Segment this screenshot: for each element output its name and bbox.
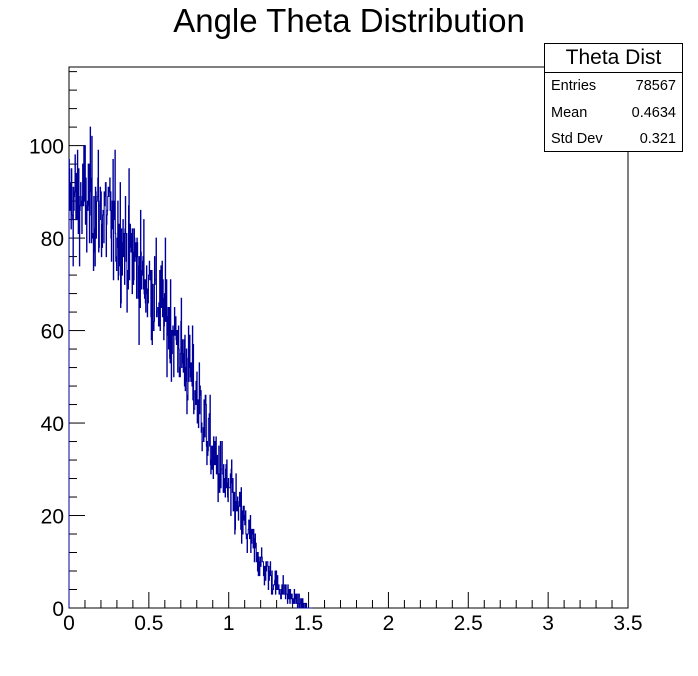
stats-value: 0.321	[639, 131, 676, 147]
stats-title: Theta Dist	[545, 44, 682, 73]
x-tick-label: 2.5	[454, 612, 483, 635]
x-tick-label: 0	[63, 612, 75, 635]
stats-value: 78567	[635, 78, 676, 94]
stats-row-mean: Mean 0.4634	[545, 100, 682, 127]
y-tick-label: 20	[41, 506, 64, 529]
y-tick-label: 80	[41, 228, 64, 251]
x-tick-label: 0.5	[134, 612, 163, 635]
y-tick-label: 100	[29, 136, 64, 159]
chart-title: Angle Theta Distribution	[173, 2, 525, 39]
x-tick-label: 3.5	[613, 612, 642, 635]
histogram-series	[68, 126, 313, 609]
stats-box: Theta Dist Entries 78567 Mean 0.4634 Std…	[544, 43, 683, 152]
x-tick-label: 2	[383, 612, 395, 635]
x-tick-label: 1.5	[294, 612, 323, 635]
x-tick-label: 1	[223, 612, 235, 635]
stats-label: Mean	[551, 104, 588, 121]
histogram-line	[68, 126, 313, 609]
stats-label: Entries	[551, 78, 597, 94]
tick-labels: 0 0.5 1 1.5 2 2.5 3 3.5 0 20 40 60 80 100	[29, 136, 643, 635]
y-tick-label: 60	[41, 321, 64, 344]
stats-row-stddev: Std Dev 0.321	[545, 126, 682, 153]
stats-value: 0.4634	[631, 104, 676, 121]
y-tick-label: 0	[52, 598, 64, 621]
stats-label: Std Dev	[551, 131, 603, 147]
stats-row-entries: Entries 78567	[545, 73, 682, 100]
y-tick-label: 40	[41, 413, 64, 436]
x-tick-label: 3	[542, 612, 554, 635]
